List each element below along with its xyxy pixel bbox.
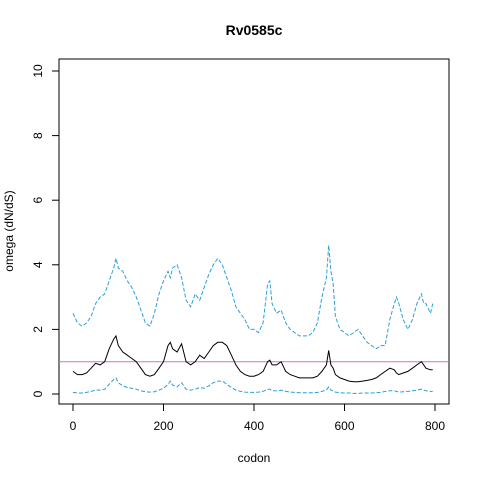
x-axis-label: codon: [238, 451, 271, 465]
y-tick-label: 8: [31, 132, 45, 139]
y-tick-label: 2: [31, 326, 45, 333]
x-tick-label: 400: [244, 419, 264, 433]
y-axis-label: omega (dN/dS): [2, 190, 16, 271]
x-tick-label: 800: [425, 419, 445, 433]
y-axis: 0 2 4 6 8 10: [31, 64, 60, 397]
y-tick-label: 0: [31, 390, 45, 397]
lower-bound-line: [72, 377, 433, 394]
upper-bound-line: [72, 245, 434, 350]
x-tick-label: 200: [153, 419, 173, 433]
chart-title: Rv0585c: [226, 22, 283, 38]
y-tick-label: 4: [31, 261, 45, 268]
plot-frame: [58, 58, 450, 405]
x-tick-label: 0: [70, 419, 77, 433]
y-tick-label: 6: [31, 197, 45, 204]
omega-line: [72, 334, 433, 383]
series-group: [72, 245, 434, 394]
x-tick-label: 600: [334, 419, 354, 433]
x-axis: 0 200 400 600 800: [70, 403, 445, 433]
y-tick-label: 10: [31, 64, 45, 78]
